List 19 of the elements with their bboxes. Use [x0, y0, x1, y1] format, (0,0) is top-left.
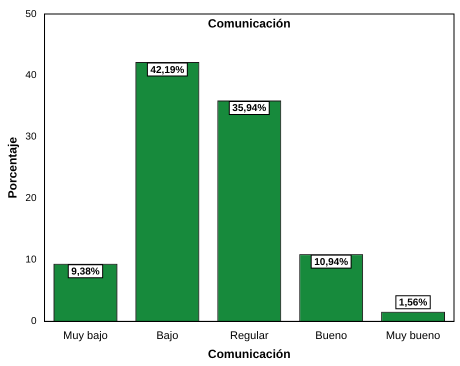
data-label: 9,38%: [71, 266, 100, 278]
y-tick-label: 40: [25, 70, 37, 82]
x-tick-label: Bueno: [315, 330, 348, 342]
y-tick-label: 50: [25, 8, 37, 20]
x-tick-label: Regular: [230, 330, 269, 342]
data-label: 42,19%: [150, 64, 184, 76]
x-tick-label: Muy bajo: [63, 330, 108, 342]
chart-title: Comunicación: [208, 16, 291, 30]
data-label: 10,94%: [314, 256, 348, 268]
x-tick-label: Muy bueno: [386, 330, 440, 342]
y-tick-label: 0: [30, 316, 37, 328]
x-tick-label: Bajo: [156, 330, 178, 342]
y-axis-title: Porcentaje: [6, 136, 20, 198]
y-tick-label: 10: [25, 254, 37, 266]
y-tick-label: 30: [25, 132, 37, 143]
y-tick-label: 20: [25, 193, 37, 204]
x-axis-title: Comunicación: [208, 347, 291, 362]
data-label: 1,56%: [398, 298, 428, 309]
data-label: 35,94%: [232, 103, 266, 114]
